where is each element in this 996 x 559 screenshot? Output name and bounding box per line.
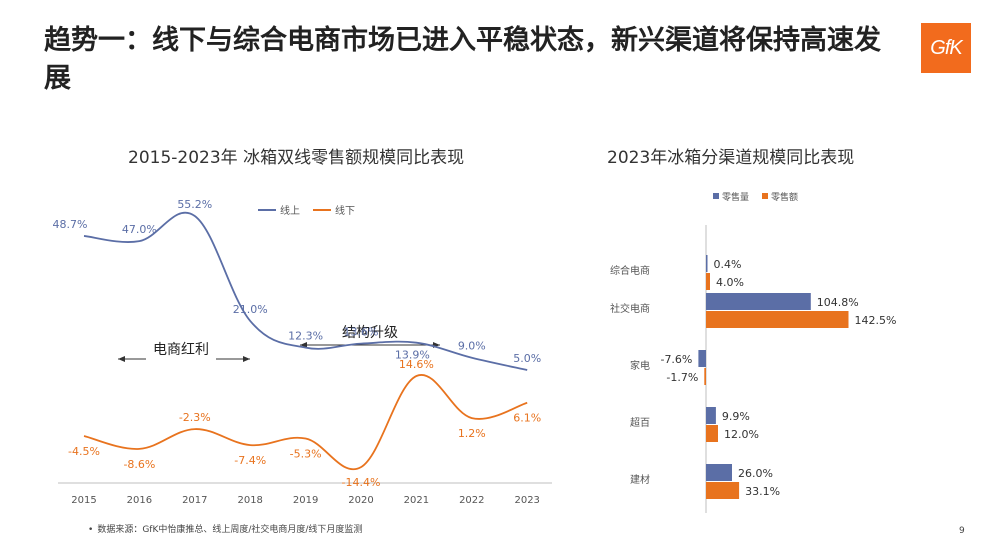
offline-series-line [83, 374, 528, 471]
x-tick-label: 2021 [404, 495, 429, 506]
page-number: 9 [959, 526, 965, 536]
category-label: 建材 [630, 473, 650, 486]
category-label: 超百 [630, 416, 650, 429]
revenue-data-label: 33.1% [745, 485, 780, 498]
offline-data-label: 14.6% [399, 358, 434, 371]
annotation-ecommerce-dividend: 电商红利 [118, 340, 250, 362]
category-label: 社交电商 [610, 302, 650, 315]
legend-offline-label: 线下 [335, 204, 355, 217]
x-tick-label: 2018 [237, 495, 262, 506]
offline-data-label: -2.3% [179, 411, 211, 424]
legend-online-label: 线上 [280, 204, 300, 217]
x-tick-label: 2022 [459, 495, 484, 506]
line-legend: 线上 线下 [258, 204, 355, 217]
revenue-bar [706, 482, 740, 499]
legend-volume-swatch [713, 193, 719, 199]
offline-data-label: -5.3% [290, 448, 322, 461]
online-data-label: 13.9% [395, 349, 430, 362]
online-series-line [83, 211, 528, 371]
x-tick-label: 2015 [71, 495, 96, 506]
online-data-label: 13.6% [344, 326, 379, 339]
online-data-label: 47.0% [122, 223, 157, 236]
bar-chart-title: 2023年冰箱分渠道规模同比表现 [607, 148, 855, 168]
revenue-data-label: -1.7% [666, 371, 698, 384]
bar-chart: 零售量 零售额 综合电商 0.4% 4.0% 社交电商 104.8% 142.5% 家电 -7… [610, 191, 897, 513]
annotation-structure-upgrade: 结构升级 [300, 323, 440, 348]
online-data-label: 5.0% [513, 352, 541, 365]
gfk-logo: GfK [921, 23, 971, 73]
line-chart: 线上 线下 电商红利 结构升级 48.7% 47.0% 55.2% 21.0% 12.3… [53, 198, 552, 506]
page-title: 趋势一：线下与综合电商市场已进入平稳状态，新兴渠道将保持高速发展 [44, 25, 881, 94]
revenue-data-label: 4.0% [716, 276, 744, 289]
structure-upgrade-label: 结构升级 [342, 325, 398, 341]
x-tick-label: 2019 [293, 495, 318, 506]
revenue-bar [706, 311, 849, 328]
offline-data-label: -7.4% [234, 454, 266, 467]
revenue-data-label: 12.0% [724, 428, 759, 441]
offline-data-label: -8.6% [123, 458, 155, 471]
legend-revenue-label: 零售额 [771, 191, 798, 203]
x-tick-label: 2020 [348, 495, 373, 506]
volume-bar [706, 255, 708, 272]
volume-data-label: -7.6% [660, 353, 692, 366]
volume-bar [706, 407, 716, 424]
offline-data-label: -14.4% [342, 476, 381, 489]
x-tick-label: 2023 [514, 495, 539, 506]
offline-data-label: 1.2% [458, 427, 486, 440]
x-tick-label: 2016 [127, 495, 152, 506]
volume-bar [698, 350, 706, 367]
bar-legend: 零售量 零售额 [713, 191, 798, 203]
volume-bar [706, 464, 732, 481]
revenue-data-label: 142.5% [855, 314, 897, 327]
revenue-bar [704, 368, 706, 385]
category-label: 家电 [630, 359, 650, 372]
offline-data-label: 6.1% [513, 412, 541, 425]
data-source-note: • 数据来源：GfK中怡康推总、线上周度/社交电商月度/线下月度监测 [88, 525, 363, 535]
revenue-bar [706, 273, 710, 290]
volume-bar [706, 293, 811, 310]
legend-revenue-swatch [762, 193, 768, 199]
volume-data-label: 104.8% [817, 296, 859, 309]
revenue-bar [706, 425, 718, 442]
online-data-label: 9.0% [458, 340, 486, 353]
category-label: 综合电商 [610, 264, 650, 277]
x-tick-label: 2017 [182, 495, 207, 506]
online-data-label: 48.7% [53, 218, 88, 231]
volume-data-label: 0.4% [714, 258, 742, 271]
data-source-text: 数据来源：GfK中怡康推总、线上周度/社交电商月度/线下月度监测 [97, 525, 363, 535]
online-data-label: 55.2% [177, 198, 212, 211]
volume-data-label: 26.0% [738, 467, 773, 480]
online-data-label: 12.3% [288, 330, 323, 343]
ecommerce-dividend-label: 电商红利 [153, 342, 209, 358]
online-data-label: 21.0% [233, 303, 268, 316]
offline-data-label: -4.5% [68, 445, 100, 458]
legend-volume-label: 零售量 [722, 191, 749, 203]
line-chart-title: 2015-2023年 冰箱双线零售额规模同比表现 [128, 148, 465, 168]
volume-data-label: 9.9% [722, 410, 750, 423]
